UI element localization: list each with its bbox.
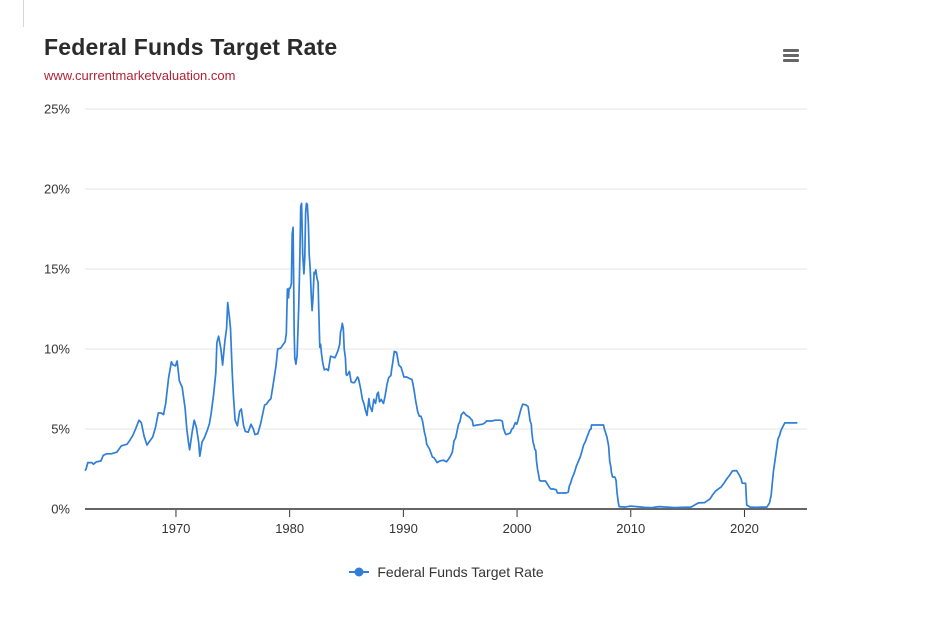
x-axis-tick-label: 2010 bbox=[616, 521, 646, 536]
y-axis-tick-label: 5% bbox=[51, 421, 70, 437]
chart-context-menu-button[interactable] bbox=[776, 43, 806, 69]
x-axis-tick-label: 1990 bbox=[388, 521, 418, 536]
x-axis-tick-label: 2000 bbox=[502, 521, 532, 536]
y-axis-tick-label: 0% bbox=[51, 501, 70, 517]
x-axis-tick-label: 2020 bbox=[729, 521, 759, 536]
y-axis-tick-label: 20% bbox=[43, 181, 70, 197]
gridlines bbox=[85, 108, 807, 430]
hamburger-icon bbox=[783, 49, 799, 63]
x-axis-tick-label: 1980 bbox=[275, 521, 305, 536]
legend-marker-icon bbox=[349, 567, 370, 577]
series-line bbox=[84, 202, 798, 509]
legend-label: Federal Funds Target Rate bbox=[377, 564, 544, 580]
y-axis-tick-label: 10% bbox=[43, 341, 70, 357]
x-axis-ticks bbox=[175, 510, 745, 517]
page-edge-artifact bbox=[23, 0, 24, 27]
y-axis-tick-label: 25% bbox=[43, 101, 70, 117]
y-axis-tick-label: 15% bbox=[43, 261, 70, 277]
legend: Federal Funds Target Rate bbox=[85, 562, 807, 582]
chart-title: Federal Funds Target Rate bbox=[44, 34, 338, 60]
chart-subtitle-url: www.currentmarketvaluation.com bbox=[44, 68, 236, 83]
legend-item-federal-funds-target-rate[interactable]: Federal Funds Target Rate bbox=[344, 562, 547, 582]
x-axis-tick-label: 1970 bbox=[161, 521, 191, 536]
